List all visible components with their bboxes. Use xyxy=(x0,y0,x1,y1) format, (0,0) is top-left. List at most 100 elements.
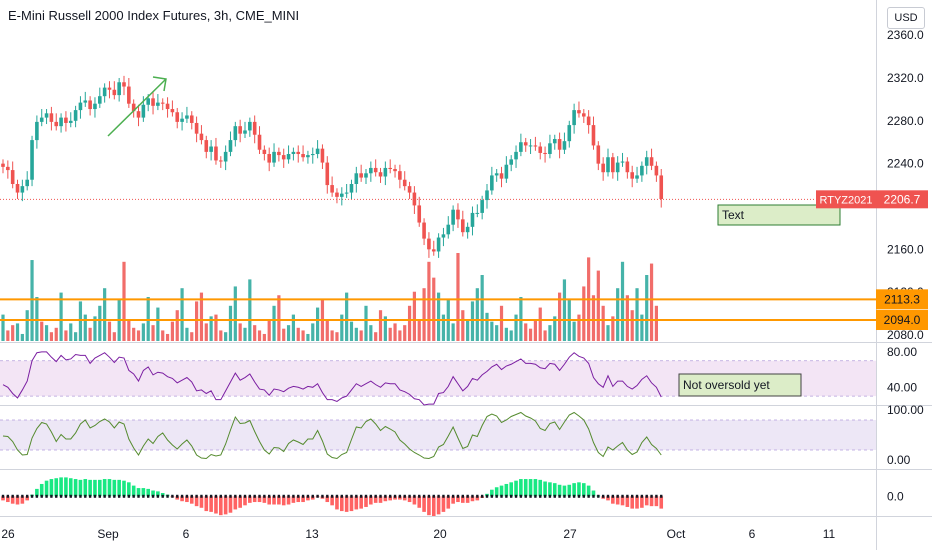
text-box-annotation[interactable]: Text xyxy=(717,204,841,226)
histogram-zero-dot xyxy=(335,494,339,498)
volume-bar xyxy=(257,330,262,341)
volume-bar xyxy=(490,321,494,341)
candle-body xyxy=(611,157,615,173)
histogram-zero-dot xyxy=(379,494,382,498)
volume-bar xyxy=(316,307,320,341)
trend-line[interactable] xyxy=(107,78,167,137)
histogram-zero-dot xyxy=(132,494,135,498)
candle-body xyxy=(156,102,160,106)
histogram-bar xyxy=(141,488,146,497)
histogram-zero-dot xyxy=(655,494,658,498)
volume-bar xyxy=(180,288,184,341)
volume-bar xyxy=(291,314,295,341)
histogram-bar xyxy=(267,496,271,505)
level-tag-value: 2113.3 xyxy=(884,292,920,306)
volume-bar xyxy=(122,261,126,341)
volume-bar xyxy=(141,323,145,341)
histogram-zero-dot xyxy=(359,494,363,498)
volume-bar xyxy=(156,307,160,341)
candle xyxy=(306,150,310,164)
volume-bar xyxy=(253,325,257,341)
currency-button[interactable]: USD xyxy=(887,7,925,29)
histogram-zero-dot xyxy=(345,494,348,498)
candle-body xyxy=(533,145,538,147)
histogram-bar xyxy=(528,479,533,497)
candle-body xyxy=(1,163,5,167)
histogram-bar xyxy=(572,483,576,497)
candle xyxy=(267,147,271,172)
candle-body xyxy=(233,126,238,141)
candle-body xyxy=(315,148,320,155)
histogram-zero-dot xyxy=(403,494,406,498)
candle-body xyxy=(243,130,247,134)
candle-body xyxy=(625,161,630,173)
histogram-bar xyxy=(398,496,402,500)
histogram-bar xyxy=(252,496,257,503)
histogram-bar xyxy=(64,477,68,497)
histogram-zero-dot xyxy=(413,494,416,498)
candle-body xyxy=(277,151,281,156)
volume-bar xyxy=(403,325,407,341)
candle-body xyxy=(417,205,422,223)
candle-body xyxy=(136,111,141,118)
histogram-bar xyxy=(151,490,155,497)
volume-bar xyxy=(107,321,112,341)
volume-bar xyxy=(616,288,620,341)
histogram-zero-dot xyxy=(587,494,590,498)
histogram-zero-dot xyxy=(485,494,489,498)
candle-body xyxy=(499,173,504,179)
histogram-bar xyxy=(659,496,664,509)
histogram-zero-dot xyxy=(176,494,179,498)
candle xyxy=(344,184,349,198)
histogram-zero-dot xyxy=(142,494,145,498)
candle xyxy=(243,121,247,138)
histogram-zero-dot xyxy=(180,494,184,498)
rsi-note-annotation[interactable]: Not oversold yet xyxy=(678,373,802,397)
histogram-bar xyxy=(494,487,499,497)
volume-bar xyxy=(519,297,523,341)
histogram-zero-dot xyxy=(471,494,474,498)
volume-bar xyxy=(582,286,586,341)
candle-body xyxy=(199,133,204,141)
candle-body xyxy=(122,82,126,87)
candle-body xyxy=(281,155,286,160)
candle xyxy=(44,109,49,125)
oscillator-tick-label: 0.00 xyxy=(887,453,911,467)
candle-body xyxy=(204,140,209,152)
candle-body xyxy=(354,173,359,184)
volume-bar xyxy=(601,305,605,341)
volume-bar xyxy=(562,279,567,341)
candle-body xyxy=(446,224,451,235)
volume-bar xyxy=(267,319,271,341)
histogram-zero-dot xyxy=(219,494,222,498)
candle xyxy=(83,91,88,107)
volume-bar xyxy=(136,330,141,341)
rsi-note-label: Not oversold yet xyxy=(683,378,770,392)
candle-body xyxy=(141,104,146,118)
candle xyxy=(15,179,20,199)
candle xyxy=(654,161,659,182)
candle-body xyxy=(577,110,581,114)
histogram-bar xyxy=(412,496,417,505)
candle xyxy=(509,155,513,172)
volume-bar xyxy=(480,275,484,341)
volume-bar xyxy=(417,319,421,341)
histogram-zero-dot xyxy=(476,494,479,498)
candle-body xyxy=(340,193,344,197)
candle-body xyxy=(175,112,180,122)
candle-body xyxy=(635,175,639,179)
candle xyxy=(465,222,470,239)
candle xyxy=(523,137,528,152)
histogram-bar xyxy=(635,496,639,509)
candle xyxy=(160,98,165,111)
candle xyxy=(219,156,223,168)
candle-body xyxy=(238,126,242,134)
candle-body xyxy=(514,151,518,160)
volume-bar xyxy=(204,323,208,341)
candle-body xyxy=(223,151,228,162)
candle-body xyxy=(344,192,349,194)
candle-body xyxy=(591,125,596,146)
candle-body xyxy=(330,185,334,193)
volume-bar xyxy=(301,330,305,341)
